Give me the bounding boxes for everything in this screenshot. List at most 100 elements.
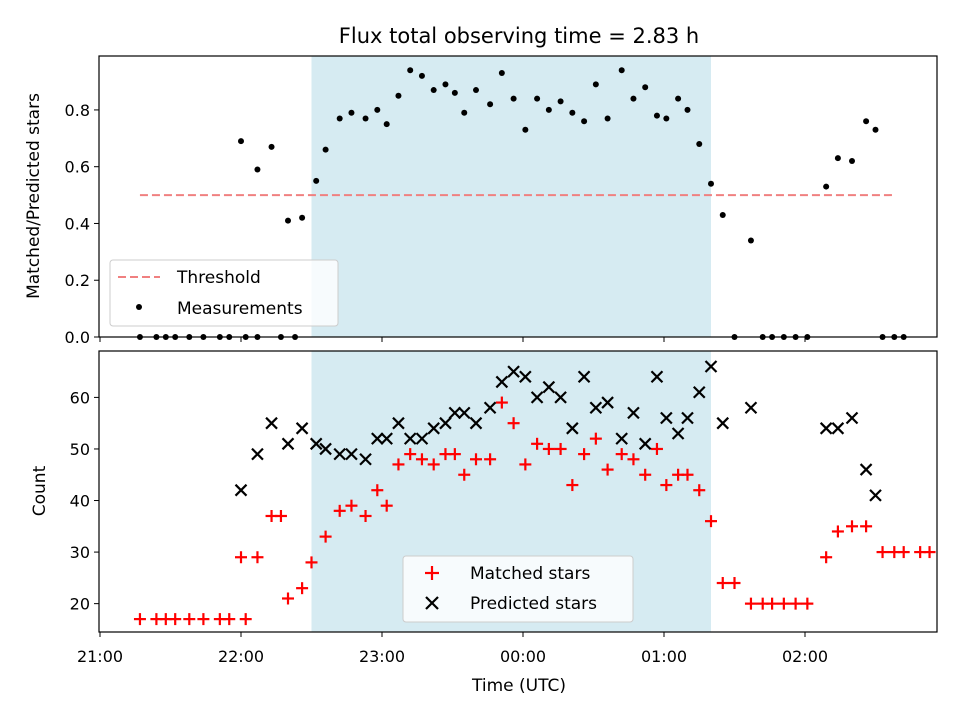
x-tick-label: 02:00 bbox=[782, 647, 828, 666]
measurement-point bbox=[322, 146, 329, 153]
predicted-star-point bbox=[359, 452, 372, 466]
measurement-point bbox=[618, 67, 625, 74]
legend-predicted-label: Predicted stars bbox=[470, 594, 597, 614]
matched-star-point bbox=[554, 442, 567, 455]
measurement-point bbox=[581, 118, 588, 125]
measurement-point bbox=[498, 70, 505, 77]
predicted-star-point bbox=[638, 437, 652, 451]
predicted-star-point bbox=[265, 416, 278, 430]
measurement-point bbox=[592, 81, 599, 88]
predicted-star-point bbox=[566, 422, 579, 435]
matched-star-point bbox=[392, 458, 405, 471]
y-axis-ticks-bottom: 20 30 40 50 60 bbox=[70, 388, 99, 614]
matched-star-point bbox=[566, 479, 579, 492]
measurement-point bbox=[238, 138, 244, 145]
predicted-star-point bbox=[519, 370, 532, 384]
x-axis-label: Time (UTC) bbox=[471, 676, 566, 696]
matched-star-point bbox=[380, 499, 393, 512]
matched-star-point bbox=[296, 582, 309, 595]
measurement-point bbox=[473, 87, 479, 94]
matched-star-point bbox=[601, 463, 614, 476]
y-tick-label: 0.4 bbox=[65, 214, 90, 233]
predicted-star-point bbox=[345, 447, 358, 461]
predicted-star-point bbox=[660, 411, 673, 425]
matched-star-point bbox=[789, 597, 802, 610]
measurement-point bbox=[849, 158, 855, 165]
measurement-point bbox=[557, 98, 564, 105]
measurement-point bbox=[708, 180, 714, 187]
predicted-star-point bbox=[716, 416, 730, 430]
matched-star-point bbox=[484, 453, 497, 466]
predicted-star-point bbox=[744, 401, 758, 414]
matched-star-point bbox=[169, 613, 182, 626]
matched-star-point bbox=[404, 448, 417, 461]
matched-star-point bbox=[507, 417, 520, 430]
measurement-point bbox=[336, 115, 343, 122]
legend-matched-swatch bbox=[425, 566, 439, 580]
predicted-star-point bbox=[615, 432, 628, 445]
matched-star-point bbox=[415, 453, 428, 466]
matched-star-point bbox=[578, 448, 591, 461]
predicted-star-point bbox=[692, 385, 706, 399]
predicted-star-point bbox=[704, 360, 718, 373]
matched-star-point bbox=[705, 515, 717, 528]
predicted-star-point bbox=[577, 370, 591, 384]
predicted-star-point bbox=[601, 396, 614, 409]
y-tick-label: 0.6 bbox=[65, 158, 90, 177]
predicted-star-point bbox=[819, 422, 833, 435]
matched-star-point bbox=[777, 597, 790, 610]
legend-measurements-label: Measurements bbox=[177, 299, 303, 319]
matched-star-point bbox=[319, 530, 332, 543]
measurement-point bbox=[383, 121, 390, 128]
measurement-point bbox=[442, 81, 449, 88]
predicted-star-point bbox=[859, 463, 873, 476]
predicted-star-point bbox=[319, 442, 332, 456]
measurement-point bbox=[696, 140, 703, 147]
measurement-point bbox=[374, 106, 381, 113]
measurement-point bbox=[834, 155, 841, 162]
x-axis-ticks-top bbox=[99, 337, 806, 342]
predicted-star-point bbox=[554, 391, 567, 404]
predicted-star-point bbox=[234, 483, 248, 497]
matched-star-point bbox=[251, 551, 264, 564]
predicted-star-point bbox=[333, 447, 346, 461]
measurement-point bbox=[642, 84, 649, 91]
matched-star-point bbox=[371, 484, 384, 497]
matched-star-point bbox=[448, 448, 461, 461]
legend-predicted-swatch bbox=[425, 596, 439, 610]
measurement-point bbox=[604, 115, 611, 122]
y-tick-label: 60 bbox=[70, 388, 90, 407]
y-tick-label: 0.2 bbox=[65, 271, 90, 290]
matched-star-point bbox=[345, 499, 358, 512]
predicted-star-point bbox=[281, 437, 295, 451]
y-tick-label: 20 bbox=[70, 595, 90, 614]
x-tick-label: 01:00 bbox=[641, 647, 687, 666]
panel-frame-top bbox=[98, 55, 938, 338]
predicted-star-point bbox=[483, 401, 497, 414]
panel-frame-bottom bbox=[98, 350, 938, 633]
matched-star-point bbox=[639, 468, 652, 481]
predicted-star-point bbox=[448, 406, 462, 420]
matched-star-point bbox=[274, 509, 287, 522]
matched-star-point bbox=[897, 546, 910, 559]
matched-star-point bbox=[660, 479, 673, 492]
predicted-star-point bbox=[439, 416, 452, 430]
measurement-point bbox=[522, 126, 529, 133]
matched-star-point bbox=[627, 453, 640, 466]
predicted-star-point bbox=[415, 432, 429, 445]
matched-star-point bbox=[458, 468, 471, 481]
chart-title: Flux total observing time = 2.83 h bbox=[339, 24, 699, 48]
predicted-star-point bbox=[507, 365, 520, 378]
measurement-point bbox=[675, 95, 682, 102]
measurement-point bbox=[430, 87, 437, 94]
matched-star-point bbox=[359, 509, 372, 522]
x-tick-label: 21:00 bbox=[77, 647, 123, 666]
measurement-point bbox=[395, 92, 402, 99]
measurement-point bbox=[299, 214, 306, 221]
matched-star-point bbox=[716, 577, 729, 590]
measurement-point bbox=[285, 217, 291, 224]
measurement-point bbox=[719, 211, 726, 218]
measurement-point bbox=[362, 115, 369, 122]
matched-star-point bbox=[183, 613, 196, 626]
